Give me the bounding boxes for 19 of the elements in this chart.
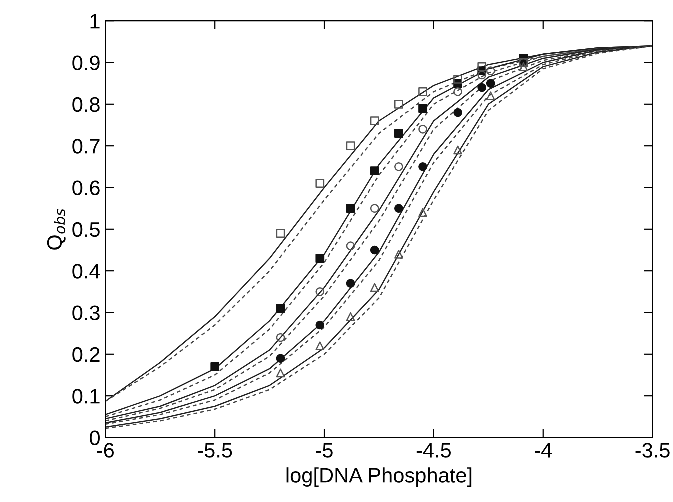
- y-tick-label: 0.6: [72, 180, 100, 196]
- x-tick-label: -3.5: [636, 443, 670, 458]
- y-tick-label: 0.1: [72, 389, 100, 404]
- x-tick-label: -4.5: [416, 443, 452, 458]
- y-tick-label: 0.8: [72, 97, 100, 112]
- y-axis-title: Q$_{obs}$: [47, 208, 66, 250]
- y-tick-label: 0: [90, 430, 100, 446]
- y-tick-label: 0.7: [72, 139, 100, 154]
- x-tick-label: -4: [535, 443, 552, 458]
- y-tick-label: 0.9: [72, 56, 100, 71]
- y-tick-label: 1: [90, 14, 100, 29]
- y-tick-label: 0.3: [72, 306, 100, 320]
- y-tick-label: 0.5: [72, 222, 100, 238]
- x-tick-label: -5: [316, 443, 333, 458]
- x-tick-label: -5.5: [198, 443, 232, 458]
- y-tick-label: 0.4: [72, 264, 100, 279]
- x-axis-title: log[DNA Phosphate]: [286, 468, 472, 487]
- x-tick-label: -6: [97, 443, 114, 458]
- y-tick-label: 0.2: [72, 347, 100, 362]
